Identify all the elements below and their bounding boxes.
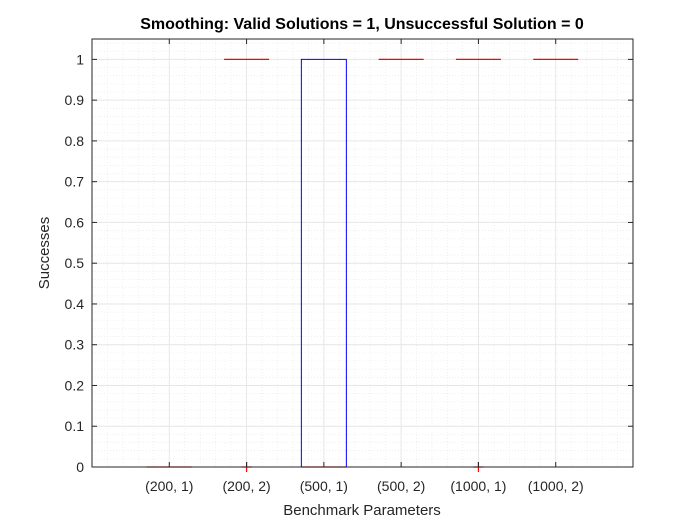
y-ticks: 0 0.1 0.2 0.3 0.4 0.5 0.6 0.7 0.8 0.9 1 <box>65 51 633 475</box>
x-tick-label: (200, 2) <box>222 478 270 494</box>
y-tick-label: 0.2 <box>65 377 85 393</box>
y-tick-label: 0.1 <box>65 418 85 434</box>
y-tick-label: 1 <box>76 51 84 67</box>
minor-grid <box>92 39 633 467</box>
y-tick-label: 0.6 <box>65 214 85 230</box>
plot-area <box>92 39 633 467</box>
x-axis-label: Benchmark Parameters <box>283 502 441 519</box>
x-tick-label: (500, 2) <box>377 478 425 494</box>
x-tick-label: (500, 1) <box>300 478 348 494</box>
x-tick-label: (1000, 2) <box>528 478 584 494</box>
y-tick-label: 0 <box>76 459 84 475</box>
y-tick-label: 0.8 <box>65 133 85 149</box>
y-axis-label: Successes <box>36 217 53 290</box>
y-tick-label: 0.5 <box>65 255 85 271</box>
y-tick-label: 0.9 <box>65 92 85 108</box>
x-tick-label: (1000, 1) <box>450 478 506 494</box>
plot-frame <box>91 38 634 468</box>
x-tick-label: (200, 1) <box>145 478 193 494</box>
y-tick-label: 0.7 <box>65 174 85 190</box>
y-tick-label: 0.3 <box>65 337 85 353</box>
chart-title: Smoothing: Valid Solutions = 1, Unsucces… <box>140 16 584 33</box>
y-tick-label: 0.4 <box>65 296 85 312</box>
x-ticks: (200, 1) (200, 2) (500, 1) (500, 2) (1000, 1… <box>145 39 584 494</box>
